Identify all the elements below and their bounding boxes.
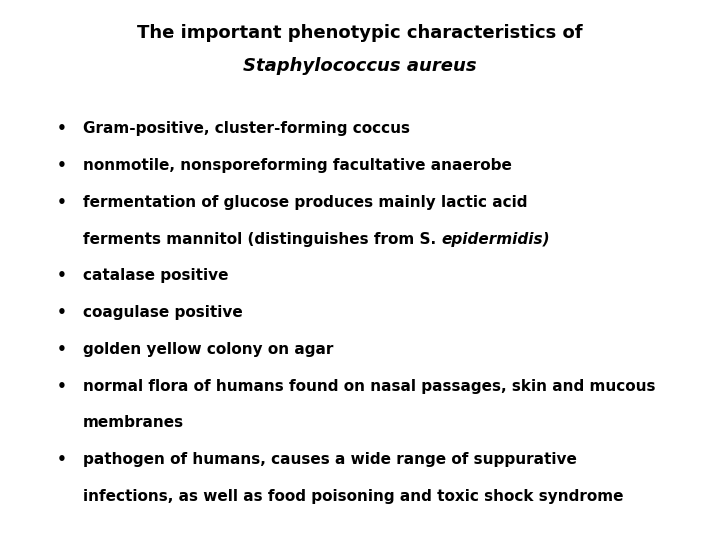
Text: •: • <box>56 122 66 137</box>
Text: •: • <box>56 158 66 173</box>
Text: normal flora of humans found on nasal passages, skin and mucous: normal flora of humans found on nasal pa… <box>83 379 655 394</box>
Text: fermentation of glucose produces mainly lactic acid: fermentation of glucose produces mainly … <box>83 195 527 210</box>
Text: coagulase positive: coagulase positive <box>83 305 243 320</box>
Text: •: • <box>56 452 66 467</box>
Text: infections, as well as food poisoning and toxic shock syndrome: infections, as well as food poisoning an… <box>83 489 624 504</box>
Text: •: • <box>56 305 66 320</box>
Text: •: • <box>56 195 66 210</box>
Text: ferments mannitol (distinguishes from S.: ferments mannitol (distinguishes from S. <box>83 232 441 247</box>
Text: membranes: membranes <box>83 415 184 430</box>
Text: epidermidis): epidermidis) <box>441 232 550 247</box>
Text: nonmotile, nonsporeforming facultative anaerobe: nonmotile, nonsporeforming facultative a… <box>83 158 512 173</box>
Text: catalase positive: catalase positive <box>83 268 228 284</box>
Text: •: • <box>56 379 66 394</box>
Text: •: • <box>56 268 66 284</box>
Text: golden yellow colony on agar: golden yellow colony on agar <box>83 342 333 357</box>
Text: pathogen of humans, causes a wide range of suppurative: pathogen of humans, causes a wide range … <box>83 452 577 467</box>
Text: •: • <box>56 342 66 357</box>
Text: Staphylococcus aureus: Staphylococcus aureus <box>243 57 477 75</box>
Text: The important phenotypic characteristics of: The important phenotypic characteristics… <box>138 24 582 42</box>
Text: Gram-positive, cluster-forming coccus: Gram-positive, cluster-forming coccus <box>83 122 410 137</box>
